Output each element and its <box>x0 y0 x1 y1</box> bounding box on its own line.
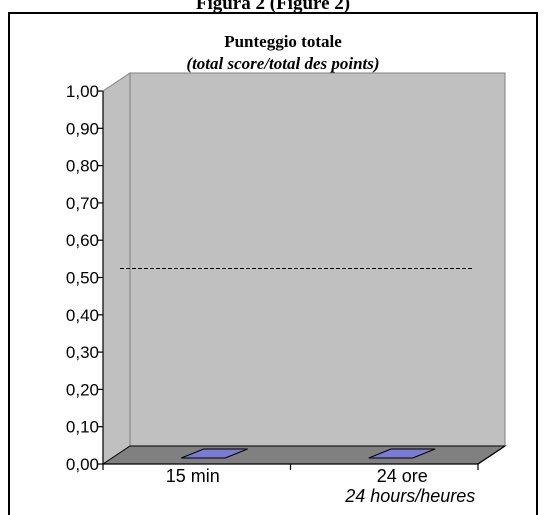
y-tick-label: 0,80 <box>66 157 99 176</box>
floor-right-edge <box>477 445 506 465</box>
x-axis-ticks <box>102 445 506 470</box>
y-tick-label: 0,10 <box>66 418 99 437</box>
chart-back-wall <box>129 72 506 447</box>
y-axis-ticks: 0,00 0,10 0,20 0,30 0,40 0,50 0,60 0,70 0,80 0,90… <box>66 82 103 474</box>
x-category-label: 15 min <box>166 466 220 486</box>
figure-caption: Figura 2 (Figure 2) <box>195 0 351 14</box>
chart-subtitle: (total score/total des points) <box>186 54 379 73</box>
bar <box>181 448 248 459</box>
y-tick-label: 1,00 <box>66 82 99 101</box>
x-category-label: 24 ore <box>377 466 428 486</box>
y-tick-label: 0,50 <box>66 269 99 288</box>
chart-floor <box>101 445 507 465</box>
bars <box>181 448 436 459</box>
y-tick-label: 0,60 <box>66 231 99 250</box>
y-tick-label: 0,40 <box>66 306 99 325</box>
y-tick-label: 0,70 <box>66 194 99 213</box>
y-tick-label: 0,00 <box>66 455 99 474</box>
chart-title: Punteggio totale <box>224 32 342 51</box>
y-tick-label: 0,30 <box>66 343 99 362</box>
chart-side-wall <box>102 72 131 465</box>
y-tick-label: 0,90 <box>66 119 99 138</box>
x-category-sublabel: 24 hours/heures <box>344 486 475 506</box>
chart-frame <box>8 12 538 515</box>
y-tick-label: 0,20 <box>66 380 99 399</box>
bar <box>368 448 436 459</box>
